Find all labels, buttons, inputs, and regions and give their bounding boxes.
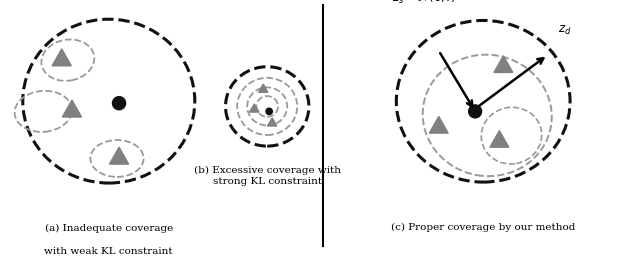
Polygon shape	[52, 49, 71, 66]
Polygon shape	[109, 147, 129, 164]
Text: (b) Excessive coverage with: (b) Excessive coverage with	[194, 166, 340, 175]
Text: $z_s\sim\mathcal{N}(0,I)$: $z_s\sim\mathcal{N}(0,I)$	[392, 0, 456, 6]
Text: (a) Inadequate coverage: (a) Inadequate coverage	[45, 224, 173, 233]
Polygon shape	[268, 118, 276, 126]
Circle shape	[266, 108, 273, 114]
Polygon shape	[494, 56, 513, 73]
Polygon shape	[259, 84, 268, 92]
Text: with weak KL constraint: with weak KL constraint	[45, 247, 173, 256]
Polygon shape	[62, 100, 81, 117]
Text: (c) Proper coverage by our method: (c) Proper coverage by our method	[391, 222, 575, 232]
Circle shape	[468, 105, 481, 118]
Text: strong KL constraint: strong KL constraint	[212, 177, 322, 186]
Polygon shape	[250, 104, 259, 112]
Circle shape	[113, 97, 125, 110]
Polygon shape	[490, 131, 509, 147]
Polygon shape	[429, 117, 448, 133]
Text: $z_d$: $z_d$	[558, 24, 572, 37]
